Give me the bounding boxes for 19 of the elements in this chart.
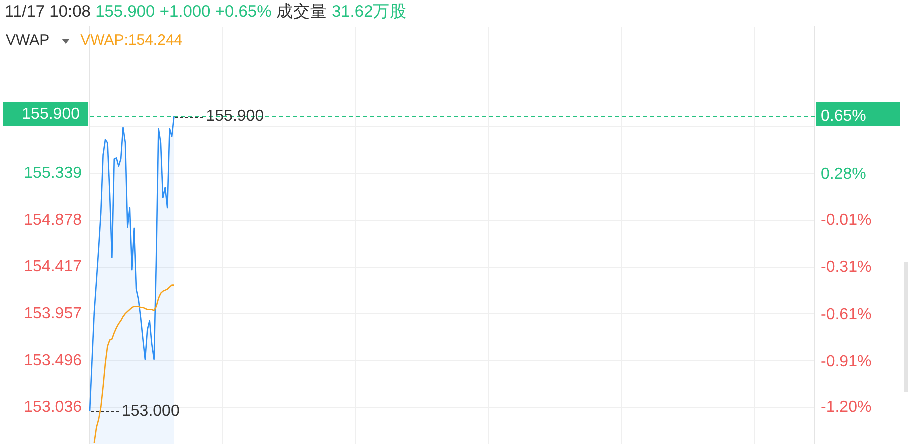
annotation: 153.000 — [122, 402, 180, 420]
ref-line-label: 155.900 — [22, 106, 80, 123]
y2-tick-label: -1.20% — [821, 399, 872, 416]
legend-title: VWAP — [6, 32, 50, 50]
annotation: 155.900 — [206, 108, 264, 125]
y-tick-label: 153.496 — [24, 352, 82, 370]
chart-title: 11/17 10:08 155.900 +1.000 +0.65% 成交量 31.62万股 — [5, 3, 408, 21]
y2-tick-label: -0.31% — [821, 259, 872, 276]
y-tick-label: 154.878 — [24, 212, 82, 229]
y2-tick-label: -0.01% — [821, 212, 872, 229]
y-tick-label: 155.339 — [24, 164, 82, 182]
y-tick-label: 153.036 — [24, 399, 82, 416]
y2-tick-label: -0.61% — [821, 306, 872, 324]
y-tick-label: 153.957 — [24, 306, 82, 323]
y-tick-label: 154.417 — [24, 258, 82, 276]
y2-tick-label: 0.65% — [821, 108, 866, 125]
y2-tick-label: 0.28% — [821, 166, 866, 184]
text: VWAP:154.244 — [80, 32, 183, 50]
y2-tick-label: -0.91% — [821, 354, 872, 371]
